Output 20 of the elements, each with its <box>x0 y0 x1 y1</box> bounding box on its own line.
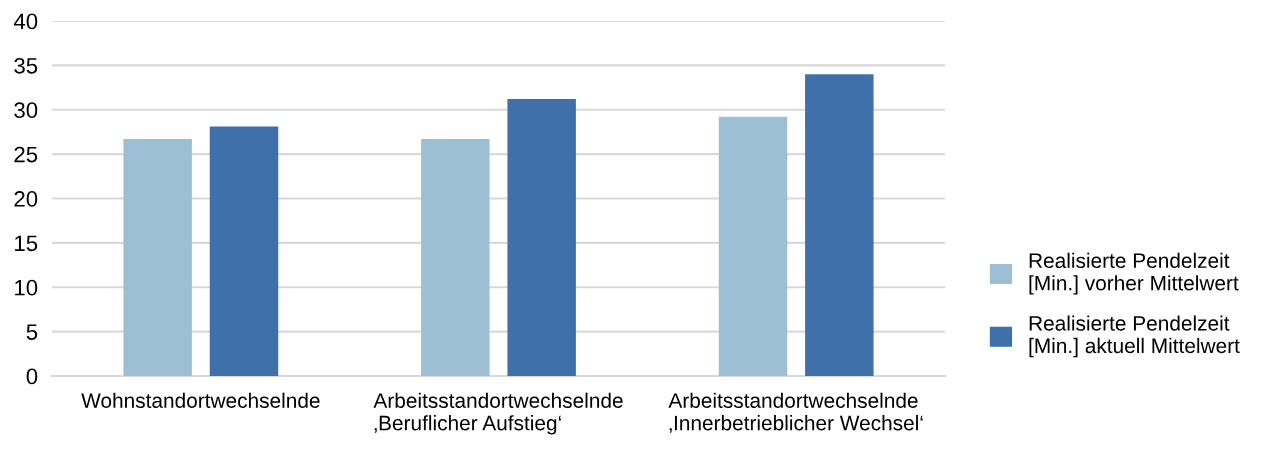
bar <box>209 126 279 376</box>
x-tick-label: Wohnstandortwechselnde <box>81 392 320 408</box>
legend-label: Realisierte Pendelzeit [Min.] vorher Mittelwert <box>1029 252 1239 295</box>
y-tick-label: 30 <box>14 102 38 119</box>
y-tick-label: 20 <box>14 191 38 207</box>
x-tick-label: Arbeitsstandortwechselnde ‚Beruflicher Aufstieg‘ <box>373 392 623 435</box>
bar <box>718 116 788 376</box>
y-tick-label: 5 <box>26 324 38 340</box>
y-tick-label: 35 <box>14 57 38 74</box>
bar <box>805 74 874 376</box>
y-tick-label: 10 <box>15 279 38 296</box>
y-tick-label: 0 <box>26 368 38 385</box>
y-tick-label: 25 <box>14 146 38 163</box>
bar <box>123 139 192 376</box>
legend-label: Realisierte Pendelzeit [Min.] aktuell Mittelwert <box>1029 315 1240 358</box>
x-tick-label: Arbeitsstandortwechselnde ‚Innerbetrieblicher Wechsel‘ <box>668 392 923 433</box>
bar <box>507 99 576 376</box>
bar <box>421 139 490 376</box>
y-tick-label: 15 <box>15 235 38 252</box>
y-tick-label: 40 <box>13 13 38 30</box>
